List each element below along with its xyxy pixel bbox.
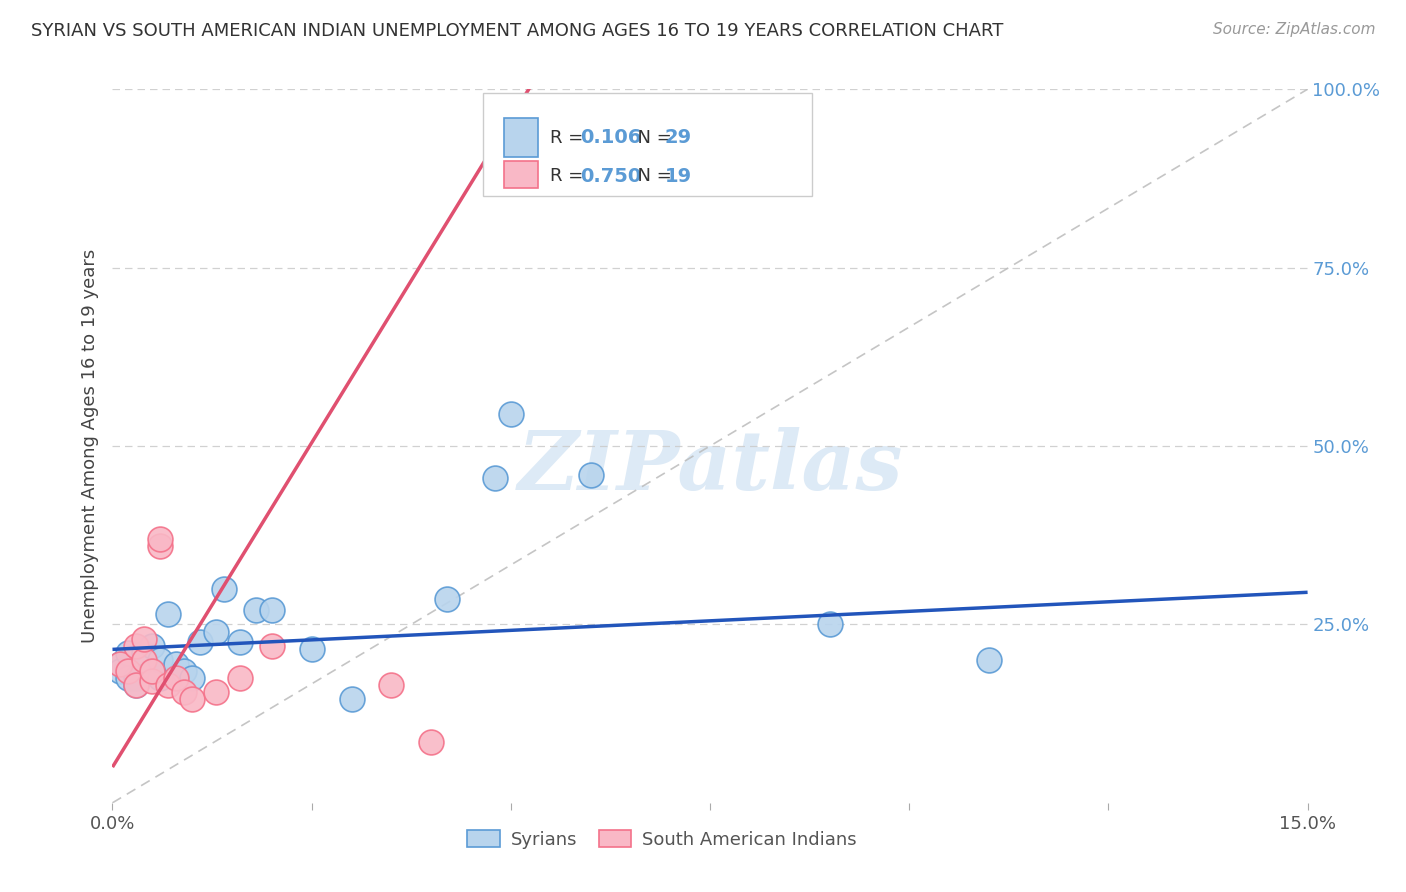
Point [301, 642, 323, 657]
Point [141, 664, 163, 678]
Point [499, 407, 522, 421]
Text: 0.106: 0.106 [579, 128, 641, 147]
Text: R =: R = [550, 168, 589, 186]
Point [245, 603, 267, 617]
Point [173, 685, 195, 699]
Point [110, 664, 132, 678]
Point [110, 657, 132, 671]
Point [157, 678, 180, 692]
FancyBboxPatch shape [505, 161, 538, 187]
Point [149, 671, 172, 685]
Text: N =: N = [627, 168, 678, 186]
Point [134, 632, 156, 646]
Point [188, 635, 211, 649]
Legend: Syrians, South American Indians: Syrians, South American Indians [458, 822, 866, 858]
Point [181, 692, 204, 706]
Point [157, 607, 180, 621]
Point [977, 653, 1000, 667]
Text: 0.750: 0.750 [579, 167, 641, 186]
Point [110, 657, 132, 671]
Point [205, 624, 228, 639]
Point [134, 646, 156, 660]
Point [141, 674, 163, 689]
Point [579, 467, 602, 482]
Text: 29: 29 [665, 128, 692, 147]
Y-axis label: Unemployment Among Ages 16 to 19 years: Unemployment Among Ages 16 to 19 years [80, 249, 98, 643]
Point [149, 539, 172, 553]
Point [420, 735, 443, 749]
Point [117, 646, 139, 660]
Point [165, 657, 187, 671]
Point [165, 671, 187, 685]
Point [173, 664, 195, 678]
Text: N =: N = [627, 128, 678, 146]
Point [125, 671, 148, 685]
Point [212, 582, 235, 596]
Point [125, 639, 148, 653]
Point [436, 592, 458, 607]
Point [125, 678, 148, 692]
FancyBboxPatch shape [505, 118, 538, 157]
Text: Source: ZipAtlas.com: Source: ZipAtlas.com [1212, 22, 1375, 37]
Text: SYRIAN VS SOUTH AMERICAN INDIAN UNEMPLOYMENT AMONG AGES 16 TO 19 YEARS CORRELATI: SYRIAN VS SOUTH AMERICAN INDIAN UNEMPLOY… [31, 22, 1004, 40]
Point [340, 692, 363, 706]
Point [229, 671, 252, 685]
Point [181, 671, 204, 685]
Point [260, 639, 283, 653]
Point [229, 635, 252, 649]
Point [149, 653, 172, 667]
Point [117, 664, 139, 678]
Point [149, 532, 172, 546]
Point [134, 653, 156, 667]
FancyBboxPatch shape [484, 93, 811, 196]
Point [380, 678, 402, 692]
Text: ZIPatlas: ZIPatlas [517, 427, 903, 508]
Text: 19: 19 [665, 167, 692, 186]
Point [818, 617, 841, 632]
Point [125, 678, 148, 692]
Point [141, 639, 163, 653]
Text: R =: R = [550, 128, 589, 146]
Point [484, 471, 506, 485]
Point [117, 671, 139, 685]
Point [141, 664, 163, 678]
Point [260, 603, 283, 617]
Point [205, 685, 228, 699]
